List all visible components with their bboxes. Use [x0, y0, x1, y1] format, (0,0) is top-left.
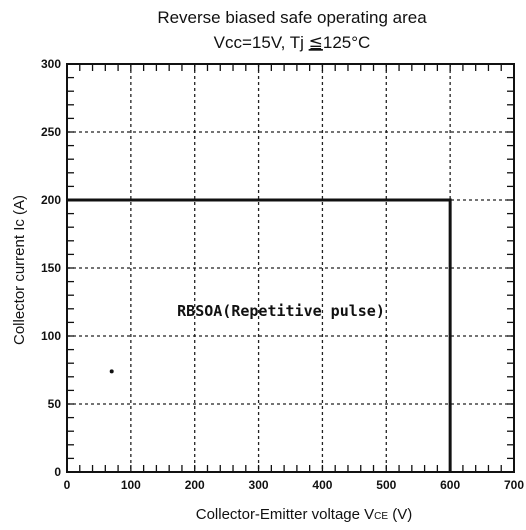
y-tick-label: 200 [41, 193, 61, 207]
data-point-marker [109, 369, 114, 374]
chart-title: Reverse biased safe operating area [157, 8, 427, 27]
y-tick-label: 100 [41, 329, 61, 343]
plot-frame [66, 63, 515, 473]
series-layer [67, 198, 452, 472]
x-tick-label: 700 [504, 478, 524, 492]
y-tick-label: 300 [41, 57, 61, 71]
x-tick-label: 300 [249, 478, 269, 492]
x-tick-label: 400 [312, 478, 332, 492]
x-tick-label: 0 [64, 478, 71, 492]
y-tick-label: 50 [48, 397, 62, 411]
y-tick-label: 0 [54, 465, 61, 479]
y-tick-labels: 0 50 100 150 200 250 300 [41, 57, 61, 479]
x-tick-label: 100 [121, 478, 141, 492]
y-tick-label: 250 [41, 125, 61, 139]
x-tick-label: 200 [185, 478, 205, 492]
y-tick-label: 150 [41, 261, 61, 275]
grid-lines [67, 64, 514, 472]
rbsoa-annotation: RBSOA(Repetitive pulse) [177, 302, 385, 320]
y-axis-label: Collector current Ic (A) [11, 195, 28, 345]
rbsoa-boundary-line [67, 198, 452, 472]
x-axis-label: Collector-Emitter voltage VCE (V) [196, 506, 412, 523]
chart-subtitle: Vcc=15V, Tj ≦125°C [214, 33, 371, 52]
minor-ticks [66, 63, 515, 473]
x-tick-label: 600 [440, 478, 460, 492]
x-tick-label: 500 [376, 478, 396, 492]
x-tick-labels: 0 100 200 300 400 500 600 700 [64, 478, 525, 492]
